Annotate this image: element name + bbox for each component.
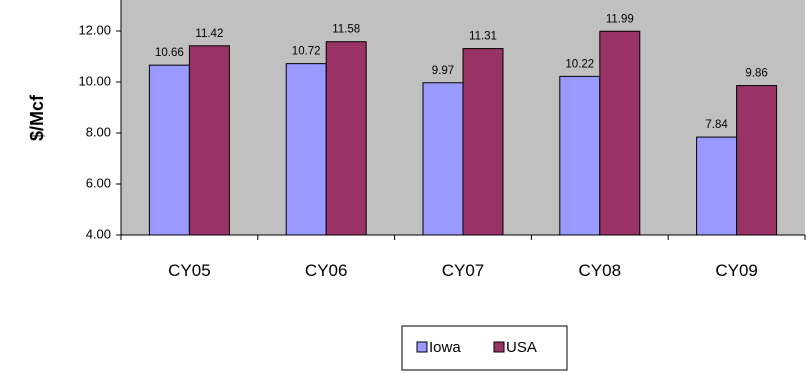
legend-swatch-usa	[493, 341, 505, 353]
bar-usa-cy09	[736, 85, 778, 236]
y-tick-label: 12.00	[78, 22, 111, 37]
bar-iowa-cy06	[285, 63, 327, 236]
data-label: 11.31	[469, 31, 497, 43]
bar-usa-cy05	[188, 45, 230, 236]
bar-usa-cy06	[325, 41, 367, 236]
x-category-label: CY09	[715, 261, 758, 280]
x-category-label: CY07	[442, 261, 485, 280]
data-label: 10.72	[292, 46, 321, 58]
legend-box	[401, 325, 568, 371]
x-category-label: CY06	[305, 261, 348, 280]
legend-swatch-iowa	[416, 341, 428, 353]
data-label: 9.97	[432, 65, 454, 77]
data-label: 7.84	[705, 119, 728, 131]
legend: Iowa USA	[401, 325, 568, 371]
bar-iowa-cy09	[696, 136, 738, 236]
y-tick-label: 4.00	[86, 226, 111, 241]
x-category-label: CY05	[168, 261, 211, 280]
y-tick-label: 6.00	[86, 175, 111, 190]
bar-iowa-cy05	[148, 64, 190, 236]
bar-usa-cy08	[599, 30, 641, 236]
data-label: 11.42	[195, 28, 223, 40]
bar-iowa-cy08	[559, 75, 601, 236]
y-axis-title: $/Mcf	[27, 94, 47, 141]
data-label: 11.58	[332, 24, 360, 36]
data-label: 10.22	[565, 58, 594, 70]
legend-label-iowa: Iowa	[429, 339, 461, 356]
data-label: 9.86	[745, 68, 767, 80]
y-tick-label: 8.00	[86, 124, 111, 139]
data-label: 10.66	[155, 47, 184, 59]
legend-label-usa: USA	[506, 339, 537, 356]
y-tick-label: 10.00	[78, 73, 111, 88]
bar-iowa-cy07	[422, 82, 464, 236]
x-category-label: CY08	[579, 261, 622, 280]
data-label: 11.99	[606, 13, 634, 25]
bar-usa-cy07	[462, 48, 504, 236]
